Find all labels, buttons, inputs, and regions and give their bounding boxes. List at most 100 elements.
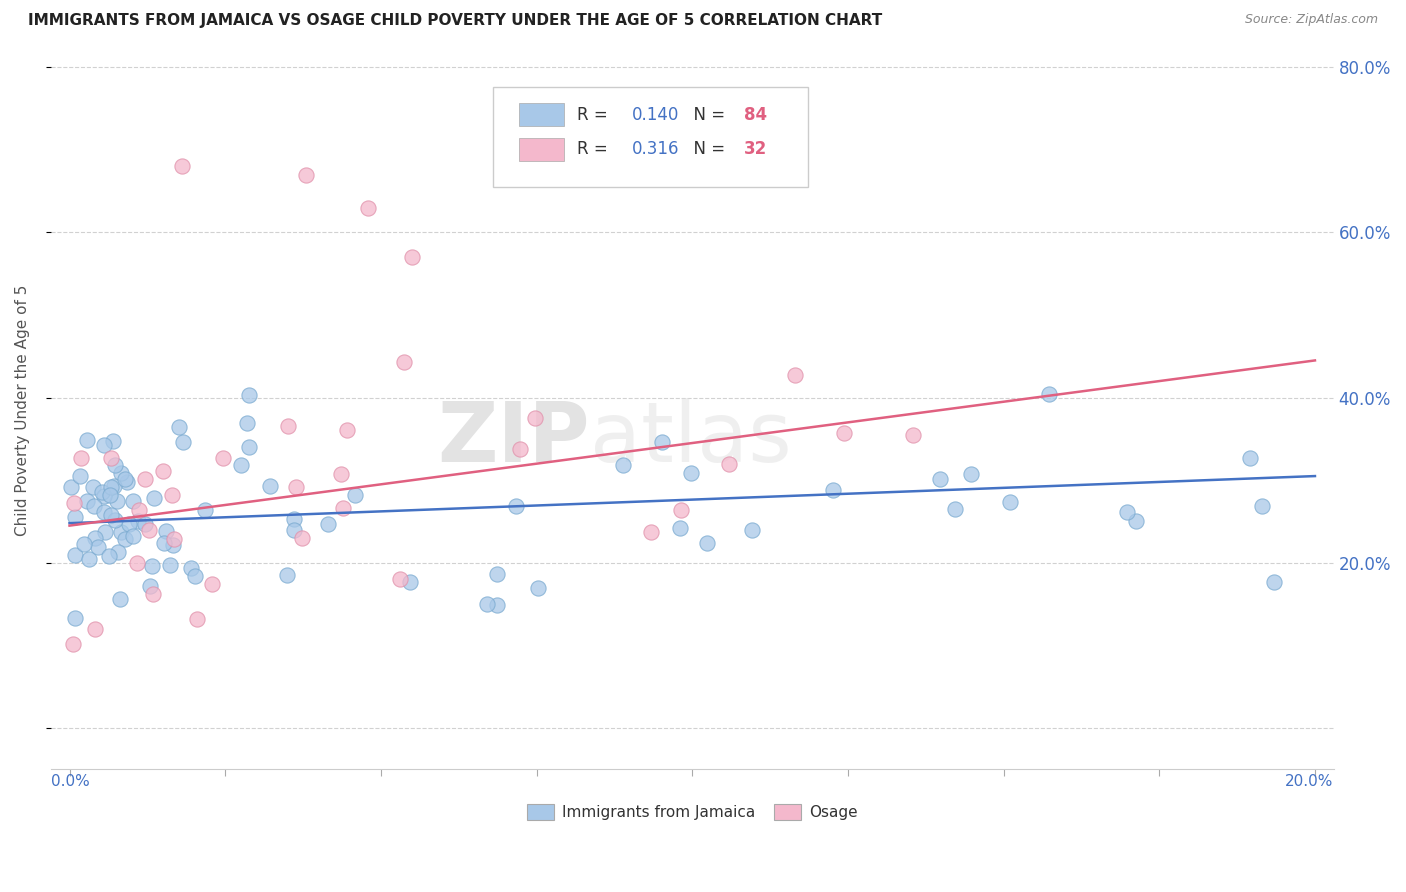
- Point: [83, 623, 105, 637]
- Point: [114, 533, 136, 547]
- Point: [73, 536, 96, 550]
- Point: [229, 458, 252, 472]
- Point: [821, 483, 844, 497]
- Point: [201, 577, 224, 591]
- Point: [63, 496, 86, 510]
- Text: 0.316: 0.316: [631, 140, 679, 158]
- Point: [77, 551, 100, 566]
- Point: [167, 419, 190, 434]
- Point: [122, 529, 145, 543]
- Text: 84: 84: [744, 105, 766, 124]
- Point: [86, 540, 108, 554]
- Point: [105, 494, 128, 508]
- Point: [141, 559, 163, 574]
- Point: [388, 572, 411, 586]
- Text: atlas: atlas: [589, 398, 792, 479]
- Point: [668, 521, 690, 535]
- Point: [399, 575, 422, 590]
- Point: [901, 427, 924, 442]
- Point: [155, 524, 177, 538]
- Point: [832, 425, 855, 440]
- Point: [186, 612, 208, 626]
- Point: [291, 531, 314, 545]
- Point: [134, 472, 156, 486]
- Point: [127, 514, 149, 528]
- Point: [114, 472, 136, 486]
- Point: [928, 472, 950, 486]
- Text: 20.0%: 20.0%: [1285, 774, 1334, 789]
- Point: [696, 536, 718, 550]
- FancyBboxPatch shape: [519, 137, 564, 161]
- Point: [998, 495, 1021, 509]
- Point: [295, 168, 318, 182]
- Point: [101, 434, 124, 448]
- Point: [122, 494, 145, 508]
- Text: R =: R =: [576, 140, 613, 158]
- Point: [162, 538, 184, 552]
- Point: [143, 491, 166, 505]
- Point: [332, 500, 354, 515]
- Text: Source: ZipAtlas.com: Source: ZipAtlas.com: [1244, 13, 1378, 27]
- Point: [134, 517, 156, 532]
- Point: [118, 516, 141, 531]
- Point: [128, 502, 150, 516]
- Point: [960, 467, 983, 481]
- Point: [329, 467, 352, 481]
- Point: [284, 480, 307, 494]
- Point: [277, 419, 299, 434]
- Point: [172, 434, 194, 449]
- Point: [392, 355, 415, 369]
- Point: [336, 423, 359, 437]
- Point: [401, 250, 423, 264]
- Point: [160, 488, 183, 502]
- Point: [76, 434, 98, 448]
- Point: [98, 549, 121, 564]
- Point: [1239, 451, 1261, 466]
- Point: [523, 411, 546, 425]
- Point: [93, 438, 115, 452]
- Point: [276, 568, 298, 582]
- Point: [100, 450, 122, 465]
- Point: [486, 599, 509, 613]
- Point: [104, 513, 127, 527]
- Point: [316, 516, 339, 531]
- Point: [509, 442, 531, 456]
- Point: [679, 466, 702, 480]
- Point: [110, 466, 132, 480]
- Point: [98, 488, 121, 502]
- Point: [138, 579, 160, 593]
- Point: [103, 458, 125, 472]
- FancyBboxPatch shape: [519, 103, 564, 126]
- Point: [103, 478, 125, 492]
- Point: [283, 523, 305, 537]
- Point: [83, 499, 105, 513]
- Y-axis label: Child Poverty Under the Age of 5: Child Poverty Under the Age of 5: [15, 285, 30, 536]
- Point: [180, 561, 202, 575]
- Point: [63, 548, 86, 562]
- Point: [612, 458, 634, 472]
- Point: [486, 566, 509, 581]
- Point: [125, 557, 148, 571]
- Point: [357, 201, 380, 215]
- Point: [1116, 505, 1139, 519]
- Point: [651, 435, 673, 450]
- Point: [238, 440, 260, 454]
- Point: [259, 479, 281, 493]
- Text: IMMIGRANTS FROM JAMAICA VS OSAGE CHILD POVERTY UNDER THE AGE OF 5 CORRELATION CH: IMMIGRANTS FROM JAMAICA VS OSAGE CHILD P…: [28, 13, 883, 29]
- Point: [527, 581, 550, 595]
- Point: [70, 451, 93, 466]
- Point: [238, 388, 260, 402]
- Point: [505, 499, 527, 513]
- Point: [63, 611, 86, 625]
- Text: N =: N =: [683, 140, 731, 158]
- Point: [60, 480, 83, 494]
- Text: ZIP: ZIP: [437, 398, 589, 479]
- Point: [110, 524, 132, 539]
- Point: [76, 494, 98, 508]
- Point: [741, 524, 763, 538]
- Point: [91, 484, 114, 499]
- Legend: Immigrants from Jamaica, Osage: Immigrants from Jamaica, Osage: [520, 798, 863, 826]
- Point: [138, 523, 160, 537]
- Point: [212, 451, 235, 466]
- Point: [477, 597, 499, 611]
